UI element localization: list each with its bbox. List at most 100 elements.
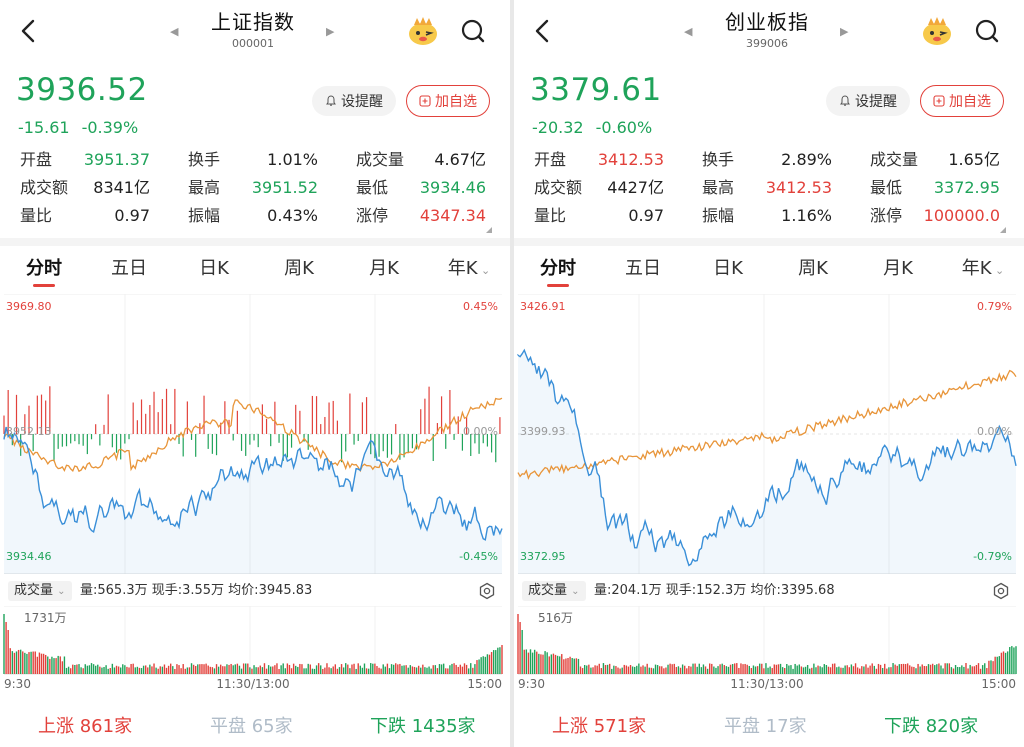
pct-min-label: -0.79% (973, 550, 1012, 563)
caret-right-icon[interactable]: ▶ (326, 25, 335, 38)
up-count: 上涨 861家 (38, 712, 132, 738)
tab-intraday[interactable]: 分时 (14, 254, 74, 280)
tab-label: 周K (798, 258, 828, 279)
stat-label: 最高 (188, 178, 221, 197)
flat-label: 平盘 (210, 716, 246, 737)
time-mid-label: 11:30/13:00 (216, 677, 289, 691)
stat-value: 4.67亿 (434, 150, 486, 169)
tab-label: 日K (713, 258, 743, 279)
chevron-down-icon: ⌄ (57, 586, 66, 597)
tab-label: 分时 (26, 258, 62, 279)
time-start-label: 9:30 (4, 677, 31, 691)
caret-right-icon[interactable]: ▶ (840, 25, 849, 38)
stat-label: 振幅 (188, 206, 221, 225)
tab-5day[interactable]: 五日 (613, 254, 673, 280)
gear-icon[interactable] (478, 582, 496, 600)
tab-year-k[interactable]: 年K ⌄ (953, 254, 1013, 280)
chart-tabs: 分时 五日 日K 周K 月K 年K ⌄ (514, 254, 1024, 287)
stat-label: 成交额 (20, 178, 69, 197)
stat-value: 0.97 (114, 206, 150, 225)
index-name: 创业板指 (725, 10, 809, 34)
active-tab-indicator (33, 284, 55, 287)
add-watchlist-button[interactable]: 加自选 (406, 85, 490, 117)
mascot-icon[interactable] (406, 14, 440, 48)
average-price-line (517, 369, 1017, 480)
tab-week-k[interactable]: 周K (269, 254, 329, 280)
tab-label: 五日 (111, 258, 147, 279)
stat-label: 成交量 (356, 150, 405, 169)
current-price: 3379.61 (530, 72, 662, 108)
volume-chart[interactable]: 516万 9:30 11:30/13:00 15:00 (514, 606, 1024, 694)
plus-box-icon (933, 95, 945, 107)
active-tab-indicator (547, 284, 569, 287)
caret-left-icon[interactable]: ◀ (684, 25, 693, 38)
down-value: 820家 (925, 716, 979, 737)
volume-chart[interactable]: 1731万 9:30 11:30/13:00 15:00 (0, 606, 510, 694)
y-axis-min-label: 3934.46 (6, 550, 52, 563)
stat-value: 3412.53 (765, 178, 832, 197)
stat-value: 1.01% (267, 150, 318, 169)
intraday-chart[interactable]: 3969.80 3952.13 3934.46 0.45% 0.00% -0.45% (0, 294, 510, 574)
header: ◀ 创业板指 399006 ▶ (514, 0, 1024, 62)
current-price: 3936.52 (16, 72, 148, 108)
volume-selector-label: 成交量 (14, 583, 54, 598)
y-axis-mid-label: 3952.13 (6, 425, 52, 438)
stat-value: 0.97 (628, 206, 664, 225)
intraday-chart[interactable]: 3426.91 3399.93 3372.95 0.79% 0.00% -0.79% (514, 294, 1024, 574)
stat-value: 4347.34 (419, 206, 486, 225)
time-end-label: 15:00 (467, 677, 502, 691)
stats-grid: 开盘 3412.53 换手 2.89% 成交量 1.65亿 成交额 4427亿 最高 3412.5… (514, 146, 1024, 232)
stat-label: 量比 (534, 206, 567, 225)
tab-year-k[interactable]: 年K ⌄ (439, 254, 499, 280)
set-alert-label: 设提醒 (855, 94, 897, 110)
expand-corner-icon[interactable] (1000, 227, 1006, 233)
pct-max-label: 0.79% (977, 300, 1012, 313)
y-axis-max-label: 3426.91 (520, 300, 566, 313)
mascot-icon[interactable] (920, 14, 954, 48)
expand-corner-icon[interactable] (486, 227, 492, 233)
tab-label: 分时 (540, 258, 576, 279)
y-axis-min-label: 3372.95 (520, 550, 566, 563)
change-value: -20.32 (532, 118, 584, 137)
tab-week-k[interactable]: 周K (783, 254, 843, 280)
back-arrow-icon[interactable] (528, 16, 558, 46)
tab-month-k[interactable]: 月K (354, 254, 414, 280)
stat-value: 0.43% (267, 206, 318, 225)
up-value: 861家 (79, 716, 133, 737)
market-breadth: 上涨 861家 平盘 65家 下跌 1435家 (0, 706, 510, 740)
price-line (517, 348, 1017, 567)
tab-day-k[interactable]: 日K (698, 254, 758, 280)
volume-selector[interactable]: 成交量 ⌄ (8, 581, 72, 601)
search-icon[interactable] (972, 16, 1002, 46)
stat-label: 振幅 (702, 206, 735, 225)
divider (514, 238, 1024, 246)
divider (0, 238, 510, 246)
tab-day-k[interactable]: 日K (184, 254, 244, 280)
volume-info: 量:565.3万 现手:3.55万 均价:3945.83 (80, 583, 313, 598)
stat-value: 2.89% (781, 150, 832, 169)
add-watchlist-button[interactable]: 加自选 (920, 85, 1004, 117)
volume-toolbar: 成交量 ⌄ 量:204.1万 现手:152.3万 均价:3395.68 (514, 576, 1024, 606)
search-icon[interactable] (458, 16, 488, 46)
index-code: 000001 (232, 37, 274, 50)
change-percent: -0.39% (81, 118, 139, 137)
volume-selector[interactable]: 成交量 ⌄ (522, 581, 586, 601)
set-alert-button[interactable]: 设提醒 (826, 86, 910, 116)
tab-5day[interactable]: 五日 (99, 254, 159, 280)
set-alert-label: 设提醒 (341, 94, 383, 110)
stat-label: 涨停 (356, 206, 389, 225)
tab-month-k[interactable]: 月K (868, 254, 928, 280)
tab-label: 年K (447, 258, 478, 279)
back-arrow-icon[interactable] (14, 16, 44, 46)
caret-left-icon[interactable]: ◀ (170, 25, 179, 38)
tab-intraday[interactable]: 分时 (528, 254, 588, 280)
chevron-down-icon: ⌄ (991, 264, 1005, 277)
chart-tabs: 分时 五日 日K 周K 月K 年K ⌄ (0, 254, 510, 287)
add-watchlist-label: 加自选 (435, 94, 477, 110)
set-alert-button[interactable]: 设提醒 (312, 86, 396, 116)
gear-icon[interactable] (992, 582, 1010, 600)
down-label: 下跌 (370, 716, 406, 737)
index-code: 399006 (746, 37, 788, 50)
down-count: 下跌 820家 (884, 712, 978, 738)
pct-max-label: 0.45% (463, 300, 498, 313)
